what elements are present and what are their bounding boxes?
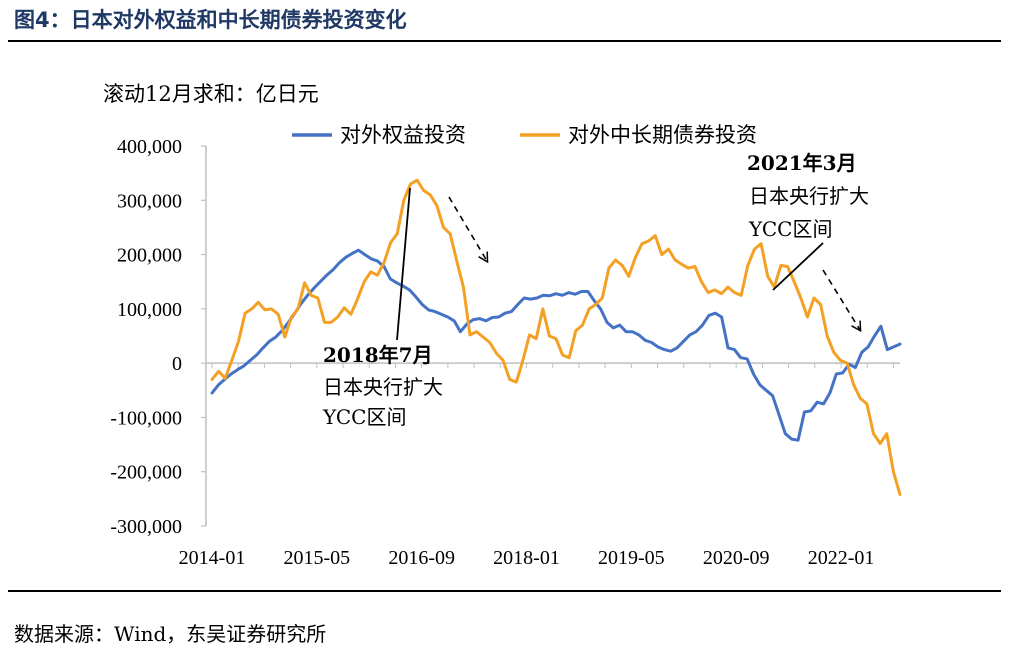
x-tick-label: 2019-05 — [598, 547, 665, 569]
annotation-title-2018: 2018年7月 — [323, 343, 433, 367]
legend-label-equity: 对外权益投资 — [340, 123, 466, 147]
y-tick-label: -300,000 — [110, 516, 182, 538]
y-tick-label: 300,000 — [117, 190, 182, 212]
annotation-line1-2018: 日本央行扩大 — [323, 375, 443, 399]
annotation-line2-2018: YCC区间 — [322, 405, 406, 429]
annotation-title-2021: 2021年3月 — [747, 151, 857, 175]
x-tick-label: 2018-01 — [493, 547, 560, 569]
figure-title: 图4：日本对外权益和中长期债券投资变化 — [14, 8, 407, 32]
annotation-line2-2021: YCC区间 — [748, 217, 832, 241]
annotation-pointer-2018 — [396, 187, 411, 341]
annotation-line1-2021: 日本央行扩大 — [749, 184, 869, 208]
x-tick-label: 2015-05 — [284, 547, 351, 569]
trend-arrow-2021 — [822, 269, 862, 333]
unit-label: 滚动12月求和：亿日元 — [103, 82, 319, 106]
x-tick-label: 2022-01 — [808, 547, 875, 569]
x-tick-label: 2016-09 — [388, 547, 455, 569]
x-tick-label: 2014-01 — [179, 547, 246, 569]
x-tick-label: 2020-09 — [703, 547, 770, 569]
y-tick-label: 400,000 — [117, 136, 182, 158]
annotation-pointer-2021 — [772, 242, 824, 291]
top-rule — [8, 40, 1001, 42]
trend-arrow-2018 — [448, 196, 489, 264]
y-tick-label: 100,000 — [117, 299, 182, 321]
series-line-equity — [210, 248, 902, 442]
y-tick-label: -100,000 — [110, 407, 182, 429]
y-tick-label: 200,000 — [117, 245, 182, 267]
y-tick-label: -200,000 — [110, 462, 182, 484]
legend-label-bond: 对外中长期债券投资 — [568, 123, 757, 147]
bottom-rule — [8, 590, 1001, 592]
y-tick-label: 0 — [172, 353, 182, 375]
legend: 对外权益投资 对外中长期债券投资 — [292, 123, 757, 147]
source-note: 数据来源：Wind，东吴证券研究所 — [14, 622, 327, 646]
series-line-bond — [210, 178, 902, 496]
